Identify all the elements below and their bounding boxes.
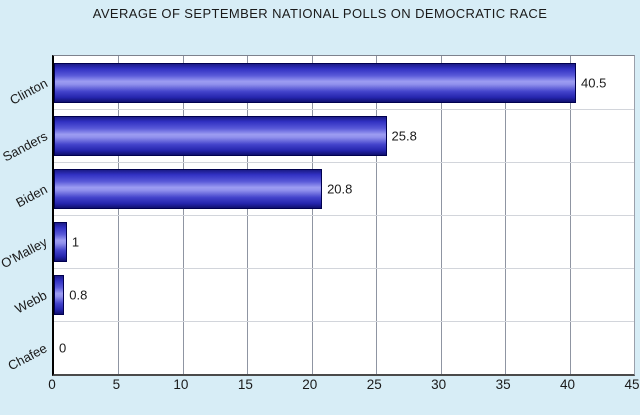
value-label: 25.8 — [391, 128, 417, 143]
bar-webb — [54, 274, 65, 315]
row-separator-line — [54, 109, 634, 110]
bar-clinton — [54, 62, 576, 103]
x-tick-label: 20 — [302, 377, 318, 392]
x-axis-labels: 0 5 10 15 20 25 30 35 40 45 — [0, 377, 640, 397]
x-tick-label: 25 — [366, 377, 382, 392]
value-label: 20.8 — [327, 181, 353, 196]
value-label: 0.8 — [69, 287, 88, 302]
bar-sanders — [54, 115, 387, 156]
category-label: O'Malley — [0, 233, 50, 271]
category-label: Sanders — [0, 127, 50, 164]
x-tick-label: 40 — [560, 377, 576, 392]
x-tick-label: 5 — [112, 377, 121, 392]
value-label: 0 — [59, 340, 67, 355]
x-tick-label: 35 — [495, 377, 511, 392]
bar-omalley — [54, 221, 67, 262]
x-tick-label: 10 — [173, 377, 189, 392]
row-separator-line — [54, 215, 634, 216]
row-separator-line — [54, 268, 634, 269]
value-label: 1 — [71, 234, 80, 249]
category-label: Clinton — [6, 74, 50, 108]
category-label: Webb — [12, 286, 50, 316]
row-separator-line — [54, 162, 634, 163]
category-label: Chafee — [5, 339, 50, 373]
x-tick-label: 15 — [237, 377, 253, 392]
row-separator-line — [54, 321, 634, 322]
x-tick-label: 45 — [624, 377, 640, 392]
value-label: 40.5 — [581, 75, 607, 90]
y-axis-labels: Clinton Sanders Biden O'Malley Webb Chafee — [0, 55, 50, 373]
x-tick-label: 0 — [48, 377, 56, 392]
x-tick-label: 30 — [431, 377, 447, 392]
bar-biden — [54, 168, 323, 209]
plot-area: 40.5 25.8 20.8 1 0.8 0 — [52, 55, 635, 376]
category-label: Biden — [13, 180, 50, 210]
chart-title: AVERAGE OF SEPTEMBER NATIONAL POLLS ON D… — [92, 6, 548, 21]
